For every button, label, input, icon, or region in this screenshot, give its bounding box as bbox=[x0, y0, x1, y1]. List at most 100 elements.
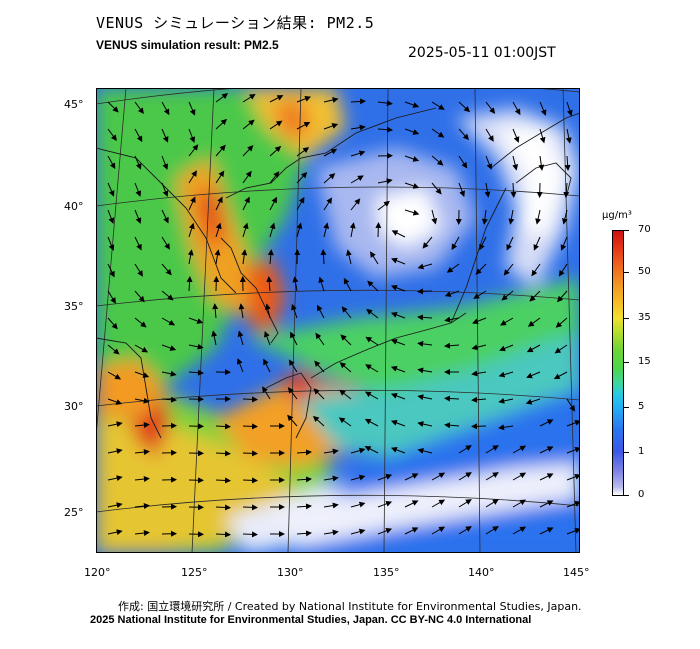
wind-arrow bbox=[107, 263, 115, 278]
wind-arrow bbox=[315, 332, 325, 346]
wind-arrow bbox=[107, 182, 115, 197]
wind-arrow bbox=[499, 344, 514, 352]
wind-arrow bbox=[485, 155, 493, 170]
forecast-datetime: 2025-05-11 01:00JST bbox=[408, 45, 556, 61]
colorbar-tickmark bbox=[624, 362, 629, 363]
wind-arrow bbox=[161, 344, 177, 351]
wind-arrow bbox=[431, 499, 446, 508]
wind-arrow bbox=[417, 421, 433, 428]
wind-arrow bbox=[404, 128, 420, 135]
wind-arrow bbox=[266, 276, 273, 292]
wind-arrow bbox=[161, 209, 169, 224]
wind-arrow bbox=[215, 144, 226, 157]
wind-arrow bbox=[554, 344, 568, 354]
concentration-field bbox=[96, 88, 580, 553]
license-line: 2025 National Institute for Environmenta… bbox=[90, 614, 532, 626]
wind-arrow bbox=[107, 155, 116, 170]
wind-arrow bbox=[323, 222, 330, 238]
wind-arrow bbox=[566, 398, 576, 412]
wind-vectors bbox=[107, 93, 580, 538]
wind-arrow bbox=[107, 502, 123, 509]
wind-arrow bbox=[188, 343, 204, 350]
lon-label-120: 120° bbox=[84, 566, 111, 579]
wind-arrow bbox=[377, 126, 393, 133]
wind-arrow bbox=[161, 155, 169, 170]
wind-arrow bbox=[161, 370, 177, 377]
wind-arrow bbox=[188, 222, 195, 238]
wind-arrow bbox=[269, 145, 282, 157]
wind-arrow bbox=[269, 120, 283, 130]
wind-arrow bbox=[262, 386, 271, 400]
wind-arrow bbox=[555, 317, 568, 328]
lat-label-25: 25° bbox=[64, 506, 84, 519]
wind-arrow bbox=[485, 101, 496, 114]
wind-arrow bbox=[404, 527, 419, 535]
wind-arrow bbox=[292, 276, 299, 292]
wind-arrow bbox=[343, 277, 352, 292]
wind-arrow bbox=[422, 236, 433, 249]
wind-arrow bbox=[566, 500, 580, 508]
wind-arrow bbox=[512, 101, 521, 116]
wind-arrow bbox=[431, 182, 442, 195]
colorbar-tick-5: 5 bbox=[638, 401, 645, 412]
wind-arrow bbox=[107, 475, 123, 482]
wind-arrow bbox=[134, 371, 150, 378]
wind-arrow bbox=[242, 504, 258, 511]
colorbar-tickmark bbox=[624, 452, 629, 453]
wind-arrow bbox=[161, 290, 174, 301]
wind-arrow bbox=[471, 396, 487, 403]
wind-arrow bbox=[390, 420, 406, 427]
wind-arrow bbox=[475, 263, 487, 275]
wind-arrow bbox=[264, 303, 271, 319]
wind-arrow bbox=[107, 290, 116, 304]
wind-arrow bbox=[526, 344, 541, 353]
wind-arrow bbox=[558, 263, 568, 277]
wind-arrow bbox=[350, 474, 366, 481]
wind-arrow bbox=[510, 182, 517, 198]
wind-arrow bbox=[350, 98, 366, 105]
wind-arrow bbox=[377, 473, 393, 481]
wind-arrow bbox=[431, 155, 444, 166]
wind-arrow bbox=[404, 182, 420, 189]
wind-arrow bbox=[390, 447, 406, 454]
wind-arrow bbox=[296, 171, 308, 184]
wind-arrow bbox=[188, 369, 204, 376]
wind-arrow bbox=[365, 336, 379, 346]
wind-arrow bbox=[485, 526, 499, 535]
wind-arrow bbox=[296, 196, 305, 211]
wind-arrow bbox=[498, 424, 514, 431]
wind-arrow bbox=[188, 170, 197, 184]
wind-arrow bbox=[215, 170, 225, 184]
wind-arrow bbox=[365, 364, 379, 373]
lat-label-45: 45° bbox=[64, 98, 84, 111]
wind-arrow bbox=[215, 423, 231, 430]
wind-arrow bbox=[565, 128, 572, 144]
wind-arrow bbox=[472, 317, 487, 325]
wind-arrow bbox=[404, 209, 420, 216]
wind-arrow bbox=[236, 358, 244, 373]
wind-arrow bbox=[485, 472, 499, 481]
wind-arrow bbox=[296, 147, 310, 157]
wind-arrow bbox=[188, 196, 196, 211]
wind-arrow bbox=[340, 334, 352, 346]
wind-arrow bbox=[291, 303, 298, 319]
wind-arrow bbox=[323, 502, 339, 509]
wind-arrow bbox=[560, 236, 568, 251]
wind-arrow bbox=[339, 389, 352, 400]
wind-arrow bbox=[242, 423, 258, 430]
wind-arrow bbox=[269, 95, 284, 103]
wind-arrow bbox=[538, 155, 545, 171]
wind-arrow bbox=[390, 284, 406, 292]
map-frame bbox=[96, 88, 580, 553]
wind-arrow bbox=[557, 290, 568, 303]
wind-arrow bbox=[215, 118, 228, 130]
wind-arrow bbox=[134, 344, 149, 353]
wind-arrow bbox=[107, 317, 118, 330]
wind-arrow bbox=[188, 317, 204, 324]
wind-arrow bbox=[561, 209, 568, 225]
wind-arrow bbox=[107, 128, 117, 142]
wind-arrow bbox=[269, 222, 276, 238]
wind-arrow bbox=[134, 476, 150, 483]
wind-arrow bbox=[215, 196, 223, 211]
wind-arrow bbox=[134, 182, 142, 197]
